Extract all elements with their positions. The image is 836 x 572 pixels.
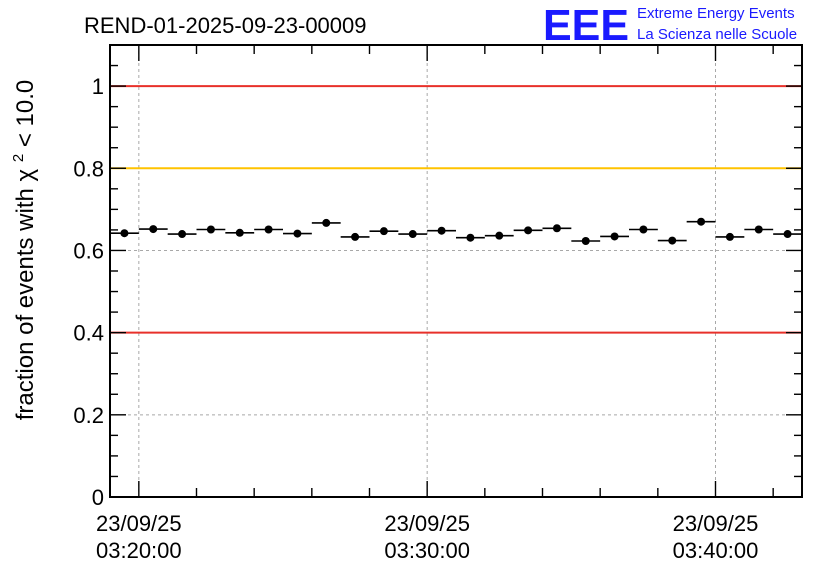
point-marker [437,226,446,235]
point-marker [725,232,734,241]
data-point [110,229,139,238]
data-point [196,225,226,234]
logo-letters: EEE [543,1,629,50]
data-point [773,230,802,239]
y-tick-label: 0 [92,485,104,510]
data-point [715,232,745,241]
point-marker [293,229,302,238]
logo-line-1: Extreme Energy Events [637,5,795,22]
x-tick-date-label: 23/09/25 [384,511,470,536]
point-marker [264,225,273,234]
point-marker [524,226,533,235]
data-point [456,233,485,242]
plot-frame [109,44,803,498]
x-tick-time-label: 03:20:00 [96,538,182,563]
data-point [513,226,543,235]
point-marker [351,232,360,241]
data-point [744,225,774,234]
point-marker [552,224,561,233]
x-tick-time-label: 03:30:00 [384,538,470,563]
data-point [686,217,716,226]
data-point [254,225,283,234]
reference-lines [110,85,802,334]
data-point [657,236,687,245]
point-marker [754,225,763,234]
data-point [629,225,658,234]
y-tick-labels: 0 0.2 0.4 0.6 0.8 1 [73,74,104,510]
data-point [398,230,428,239]
y-axis-title-tail: < 10.0 [12,80,39,147]
data-point [138,225,168,234]
point-marker [783,230,792,239]
point-marker [235,228,244,237]
data-point [283,229,312,238]
data-point [571,237,601,246]
point-marker [120,229,129,238]
grid-lines [110,45,802,497]
data-point [225,228,255,237]
point-marker [581,237,590,246]
point-marker [697,217,706,226]
x-tick-date-label: 23/09/25 [673,511,759,536]
data-point [369,227,399,236]
point-marker [379,227,388,236]
y-axis-title-symbol: χ [12,168,39,181]
data-point [600,232,629,241]
point-marker [668,236,677,245]
point-marker [322,218,331,227]
data-point [484,231,514,240]
run-title: REND-01-2025-09-23-00009 [84,13,367,38]
y-axis-title: fraction of events with χ 2 < 10.0 [10,80,39,421]
axis-ticks [110,44,802,498]
point-marker [206,225,215,234]
data-point [311,218,341,227]
data-point [167,230,197,239]
y-tick-label: 0.2 [73,403,104,428]
point-marker [639,225,648,234]
y-tick-label: 1 [92,74,104,99]
point-marker [610,232,619,241]
x-tick-date-label: 23/09/25 [96,511,182,536]
point-marker [495,231,504,240]
y-tick-label: 0.4 [73,321,104,346]
y-tick-label: 0.6 [73,238,104,263]
data-point [340,232,370,241]
point-marker [149,225,158,234]
data-point [427,226,456,235]
y-axis-title-sup: 2 [10,154,27,162]
eee-logo: EEE Extreme Energy Events La Scienza nel… [543,1,797,50]
point-marker [178,230,187,239]
logo-line-2: La Scienza nelle Scuole [637,26,797,43]
data-point [542,224,572,233]
point-marker [408,230,417,239]
point-marker [466,233,475,242]
x-tick-labels: 23/09/2503:20:0023/09/2503:30:0023/09/25… [96,511,758,563]
y-tick-label: 0.8 [73,156,104,181]
data-points [110,217,802,246]
y-axis-title-text: fraction of events with [12,188,39,420]
x-tick-time-label: 03:40:00 [673,538,759,563]
